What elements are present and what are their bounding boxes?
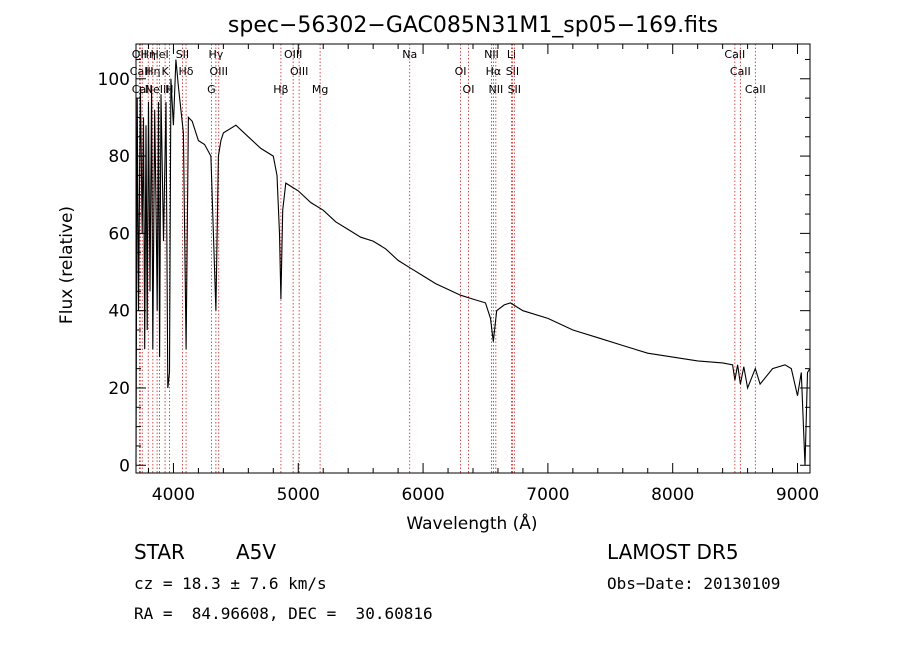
line-marker-label: Hη [141, 48, 156, 61]
line-marker-label: Hγ [208, 48, 223, 61]
line-marker-label: H [165, 83, 173, 96]
y-tick-label: 20 [108, 379, 130, 399]
line-marker-label: OI [463, 83, 475, 96]
line-marker-label: Hα [486, 65, 502, 78]
line-marker-label: SII [508, 83, 521, 96]
x-tick-label: 4000 [152, 485, 195, 505]
y-tick-label: 80 [108, 147, 130, 167]
x-tick-label: 9000 [776, 485, 819, 505]
line-marker-label: K [161, 65, 169, 78]
x-tick-label: 8000 [651, 485, 694, 505]
line-marker-label: Li [507, 48, 516, 61]
line-marker-label: CaII [745, 83, 766, 96]
line-marker-label: NeIII [145, 83, 170, 96]
line-marker-label: CaII [130, 65, 151, 78]
line-marker-label: CaII [724, 48, 745, 61]
line-marker-label: Hη [145, 65, 160, 78]
emission-line-markers: OIICaIICaIIHηHηNeIIIHeIKHSIIHδGHγOIIIHβO… [130, 44, 766, 473]
line-marker-label: CaII [132, 83, 153, 96]
line-marker-label: NII [488, 83, 503, 96]
y-tick-label: 100 [98, 70, 130, 90]
line-marker-label: OIII [290, 65, 308, 78]
line-marker-label: SII [176, 48, 189, 61]
line-marker-label: OIII [284, 48, 302, 61]
y-tick-label: 60 [108, 224, 130, 244]
redshift-cz: cz = 18.3 ± 7.6 km/s [134, 574, 327, 593]
chart-title: spec−56302−GAC085N31M1_sp05−169.fits [228, 13, 718, 38]
y-axis-label: Flux (relative) [57, 206, 77, 324]
y-tick-label: 0 [119, 456, 130, 476]
line-marker-label: Hδ [179, 65, 194, 78]
x-tick-label: 7000 [526, 485, 569, 505]
x-axis: 4000 5000 6000 7000 8000 9000 [147, 44, 819, 505]
line-marker-label: OIII [210, 65, 228, 78]
line-marker-label: Mg [312, 83, 328, 96]
observation-date: Obs−Date: 20130109 [607, 574, 781, 593]
line-marker-label: Hβ [273, 83, 288, 96]
spectral-subclass: A5V [236, 540, 277, 564]
object-type: STAR [134, 540, 185, 564]
coordinates: RA = 84.96608, DEC = 30.60816 [134, 604, 433, 623]
spectrum-series-line [135, 59, 811, 466]
y-axis: 0 20 40 60 80 100 [98, 58, 810, 476]
x-tick-label: 6000 [401, 485, 444, 505]
y-tick-label: 40 [108, 302, 130, 322]
survey-name: LAMOST DR5 [607, 540, 739, 564]
line-marker-label: OI [455, 65, 467, 78]
line-marker-label: G [207, 83, 216, 96]
x-tick-label: 5000 [277, 485, 320, 505]
x-axis-label: Wavelength (Å) [406, 512, 537, 534]
spectrum-chart: spec−56302−GAC085N31M1_sp05−169.fits OII… [57, 13, 819, 534]
line-marker-label: Na [402, 48, 417, 61]
plot-frame [135, 43, 811, 474]
line-marker-label: NII [484, 48, 499, 61]
line-marker-label: CaII [730, 65, 751, 78]
line-marker-label: HeI [150, 48, 168, 61]
line-marker-label: SII [506, 65, 519, 78]
